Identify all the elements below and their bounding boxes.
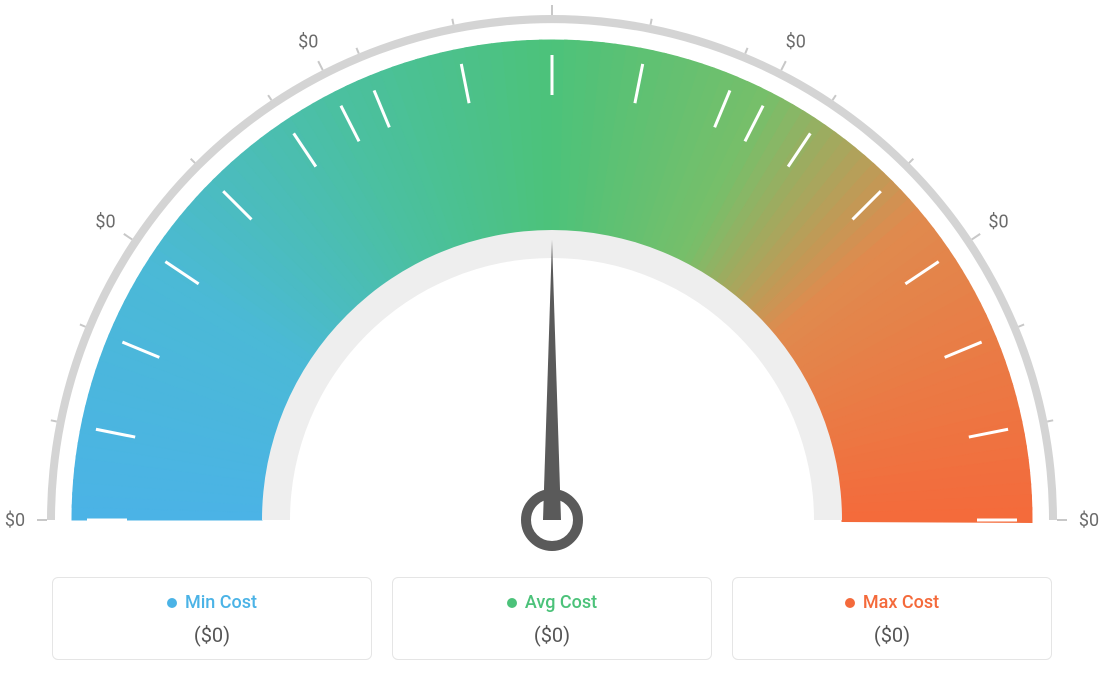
- legend-header-avg: Avg Cost: [403, 592, 701, 613]
- gauge-chart: $0$0$0$0$0$0$0: [0, 0, 1104, 560]
- svg-text:$0: $0: [988, 212, 1008, 233]
- legend-value-avg: ($0): [403, 623, 701, 647]
- legend-header-max: Max Cost: [743, 592, 1041, 613]
- legend-label-min: Min Cost: [185, 592, 257, 613]
- legend-label-max: Max Cost: [863, 592, 939, 613]
- legend-value-min: ($0): [63, 623, 361, 647]
- svg-text:$0: $0: [95, 212, 115, 233]
- legend-label-avg: Avg Cost: [525, 592, 597, 613]
- legend-card-avg: Avg Cost ($0): [392, 577, 712, 660]
- svg-text:$0: $0: [298, 32, 318, 53]
- svg-text:$0: $0: [786, 32, 806, 53]
- gauge-svg: $0$0$0$0$0$0$0: [0, 0, 1104, 560]
- svg-text:$0: $0: [1079, 510, 1099, 531]
- legend-dot-avg: [507, 598, 517, 608]
- legend-card-max: Max Cost ($0): [732, 577, 1052, 660]
- legend-value-max: ($0): [743, 623, 1041, 647]
- legend-card-min: Min Cost ($0): [52, 577, 372, 660]
- legend-row: Min Cost ($0) Avg Cost ($0) Max Cost ($0…: [0, 577, 1104, 660]
- legend-header-min: Min Cost: [63, 592, 361, 613]
- legend-dot-min: [167, 598, 177, 608]
- svg-text:$0: $0: [5, 510, 25, 531]
- legend-dot-max: [845, 598, 855, 608]
